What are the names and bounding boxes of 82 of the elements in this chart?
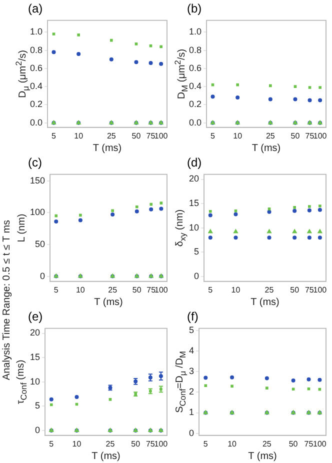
y-tick-label: 2 (188, 386, 194, 397)
x-axis-title: T (ms) (92, 450, 120, 462)
y-tick-label: 1.0 (188, 26, 202, 37)
y-tick-label: 5 (194, 246, 200, 257)
x-tick-label: 100 (154, 439, 168, 448)
y-tick-label: 0.6 (188, 62, 202, 73)
text: Analysis Time Range: 0.5 ≤ t ≤ T ms (2, 220, 12, 380)
y-tick-label: 0.2 (30, 99, 43, 110)
y-tick-label: 1 (188, 407, 194, 418)
y-tick-label: 0 (188, 428, 194, 438)
x-tick-label: 50 (290, 131, 300, 140)
y-tick-label: 4 (188, 346, 194, 356)
y-tick-label: 0.8 (30, 44, 43, 55)
x-axis-title: T (ms) (94, 296, 123, 308)
chart-title: (f) (187, 310, 198, 324)
x-axis-title: T (ms) (252, 142, 281, 154)
chart-title: (d) (187, 156, 202, 170)
x-axis-title: T (ms) (92, 142, 122, 154)
y-tick-label: 0.0 (30, 117, 43, 128)
y-tick-label: 0.0 (188, 117, 202, 128)
x-tick-label: 5 (210, 131, 216, 140)
y-tick-label: 0 (34, 425, 40, 436)
x-tick-label: 10 (72, 439, 82, 448)
x-tick-label: 75 (146, 439, 156, 448)
x-axis-title: T (ms) (248, 450, 277, 462)
x-tick-label: 75 (304, 285, 314, 294)
y-tick-label: 20 (188, 174, 200, 184)
x-tick-label: 25 (106, 439, 116, 448)
y-tick-label: 150 (30, 175, 46, 186)
x-tick-label: 10 (233, 131, 243, 140)
x-tick-label: 75 (304, 439, 314, 448)
x-tick-label: 75 (146, 285, 156, 294)
y-tick-label: 5 (188, 324, 194, 335)
x-tick-label: 50 (288, 439, 298, 448)
y-tick-label: 10 (30, 376, 40, 386)
x-tick-label: 50 (132, 131, 142, 140)
x-tick-label: 25 (266, 131, 276, 140)
x-tick-label: 10 (76, 285, 86, 294)
y-tick-label: 3 (188, 366, 194, 376)
y-tick-label: 0.4 (188, 81, 202, 92)
y-tick-label: 5 (34, 400, 40, 411)
chart-title: (e) (28, 310, 43, 324)
y-tick-label: 100 (30, 207, 46, 218)
chart-title: (a) (28, 2, 43, 16)
chart-title: (b) (187, 2, 202, 16)
x-tick-label: 100 (313, 285, 328, 294)
x-tick-label: 10 (231, 285, 241, 294)
x-tick-label: 25 (108, 285, 118, 294)
x-tick-label: 5 (49, 439, 54, 448)
y-tick-label: 0.8 (188, 44, 202, 55)
x-tick-label: 5 (203, 439, 208, 448)
y-tick-label: 20 (30, 328, 40, 338)
y-tick-label: 0.6 (30, 62, 43, 73)
y-tick-label: 1.0 (30, 26, 43, 37)
x-tick-label: 75 (146, 131, 156, 140)
x-tick-label: 5 (52, 131, 57, 140)
x-tick-label: 10 (74, 131, 84, 140)
x-tick-label: 100 (313, 131, 328, 140)
x-tick-label: 75 (305, 131, 315, 140)
x-tick-label: 50 (132, 285, 142, 294)
y-tick-label: 0 (194, 271, 200, 282)
y-tick-label: 0 (40, 270, 46, 281)
y-tick-label: 15 (30, 352, 40, 362)
x-tick-label: 10 (228, 439, 238, 448)
x-tick-label: 100 (154, 131, 168, 140)
y-tick-label: 15 (188, 198, 200, 208)
x-tick-label: 5 (54, 285, 59, 294)
x-tick-label: 25 (264, 285, 274, 294)
x-tick-label: 100 (154, 285, 168, 294)
chart-title: (c) (28, 156, 42, 170)
x-tick-label: 100 (313, 439, 327, 448)
x-axis-title: T (ms) (250, 296, 280, 308)
y-tick-label: 0.4 (30, 81, 43, 92)
x-tick-label: 50 (290, 285, 300, 294)
y-tick-label: 10 (188, 222, 200, 232)
x-tick-label: 25 (262, 439, 272, 448)
x-tick-label: 25 (106, 131, 116, 140)
y-tick-label: 50 (35, 238, 46, 249)
x-tick-label: 50 (131, 439, 141, 448)
y-tick-label: 0.2 (188, 99, 202, 110)
y-axis-title: L (nm) (16, 214, 28, 242)
x-tick-label: 5 (208, 285, 214, 294)
